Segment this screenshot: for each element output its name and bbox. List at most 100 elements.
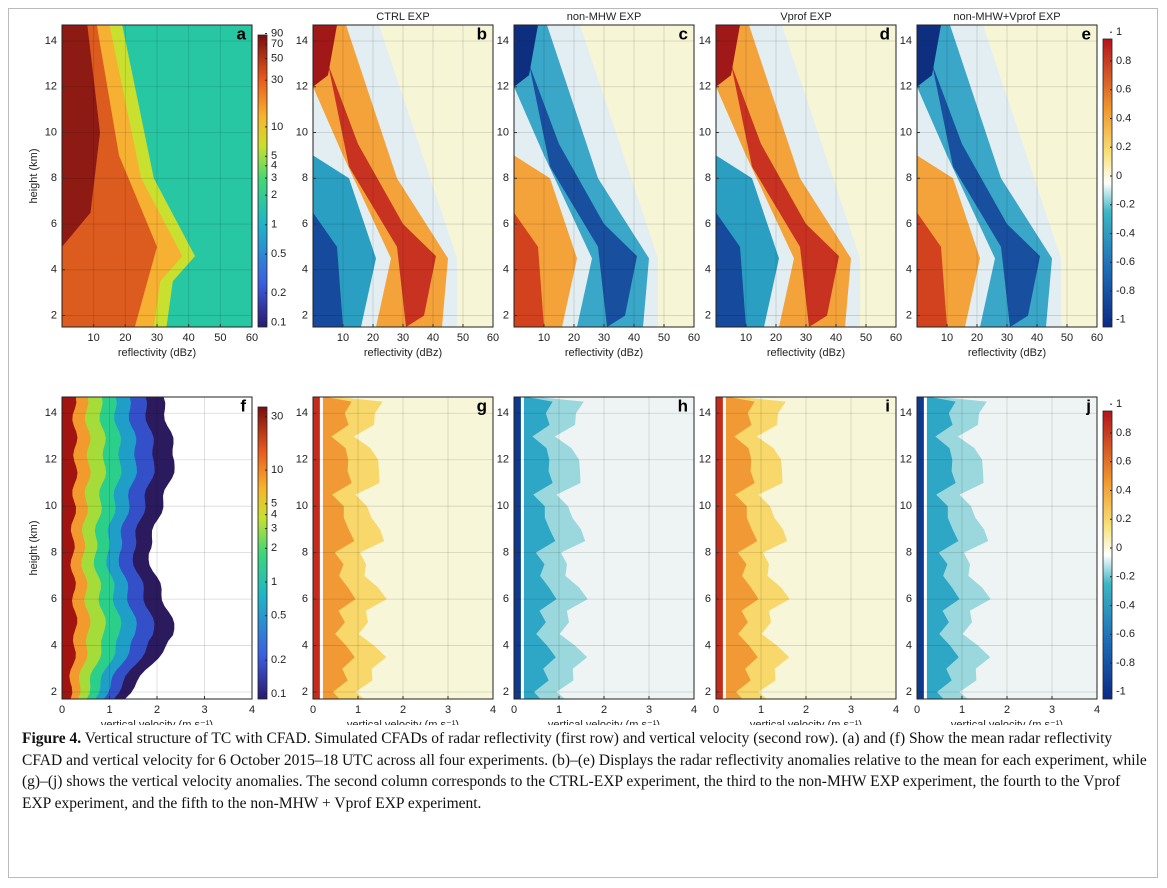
y-tick-label: 2 <box>302 309 308 321</box>
colorbar-tick-label: 0.1 <box>271 688 286 700</box>
colorbar-tick-label: 5 <box>271 150 277 162</box>
colorbar-tick-label: 3 <box>271 172 277 184</box>
y-tick-label: 6 <box>705 218 711 230</box>
x-axis-label: vertical velocity (m s⁻¹) <box>101 719 213 725</box>
colorbar-tick-label: 0.5 <box>271 610 286 622</box>
x-tick-label: 40 <box>183 332 195 344</box>
y-tick-label: 8 <box>503 172 509 184</box>
y-tick-label: 8 <box>705 547 711 559</box>
y-tick-label: 14 <box>45 35 57 47</box>
panel-title: non-MHW+Vprof EXP <box>953 11 1060 23</box>
panel-field <box>917 397 1097 699</box>
colorbar-tick-label: 10 <box>271 464 283 476</box>
colorbar-tick-label: -0.2 <box>1116 571 1135 583</box>
x-tick-label: 50 <box>457 332 469 344</box>
y-tick-label: 4 <box>503 639 509 651</box>
y-tick-label: 14 <box>699 407 711 419</box>
panel-label: c <box>679 24 688 43</box>
y-tick-label: 14 <box>296 407 308 419</box>
field-contour <box>313 25 337 87</box>
y-tick-label: 2 <box>503 309 509 321</box>
colorbar-tick-label: 0 <box>1116 170 1122 182</box>
y-tick-label: 8 <box>51 172 57 184</box>
x-tick-label: 50 <box>860 332 872 344</box>
x-tick-label: 2 <box>601 704 607 716</box>
panel-field <box>313 25 493 327</box>
y-tick-label: 12 <box>296 81 308 93</box>
colorbar <box>1102 410 1113 700</box>
y-tick-label: 2 <box>51 309 57 321</box>
field-contour <box>313 397 356 699</box>
colorbar-tick-label: -0.6 <box>1116 628 1135 640</box>
x-tick-label: 4 <box>893 704 899 716</box>
axes-box <box>61 396 253 700</box>
y-tick-label: 4 <box>705 264 711 276</box>
x-tick-label: 1 <box>355 704 361 716</box>
panel-label: f <box>240 396 246 415</box>
x-tick-label: 20 <box>971 332 983 344</box>
y-tick-label: 14 <box>900 35 912 47</box>
field-contour <box>917 25 941 87</box>
y-tick-label: 6 <box>503 593 509 605</box>
axes-box <box>916 396 1098 700</box>
x-axis-label: vertical velocity (m s⁻¹) <box>750 719 862 725</box>
colorbar-tick-label: -0.8 <box>1116 657 1135 669</box>
colorbar <box>257 406 268 700</box>
y-tick-label: 12 <box>45 81 57 93</box>
x-tick-label: 40 <box>1031 332 1043 344</box>
panel-label: b <box>477 24 487 43</box>
field-contour <box>514 212 544 327</box>
x-tick-label: 40 <box>628 332 640 344</box>
x-tick-label: 4 <box>249 704 255 716</box>
x-tick-label: 0 <box>310 704 316 716</box>
figure-caption: Figure 4. Vertical structure of TC with … <box>22 728 1147 814</box>
colorbar-tick-label: -1 <box>1116 686 1126 698</box>
field-contour <box>722 397 726 699</box>
x-axis-label: vertical velocity (m s⁻¹) <box>548 719 660 725</box>
y-tick-label: 2 <box>503 686 509 698</box>
colorbar-tick-label: 90 <box>271 27 283 39</box>
x-tick-label: 0 <box>713 704 719 716</box>
x-tick-label: 20 <box>568 332 580 344</box>
panel-label: g <box>477 396 487 415</box>
x-axis-label: vertical velocity (m s⁻¹) <box>347 719 459 725</box>
y-tick-label: 2 <box>51 686 57 698</box>
panel-title: non-MHW EXP <box>567 11 642 23</box>
panel-title: Vprof EXP <box>780 11 831 23</box>
field-contour <box>716 397 723 699</box>
x-tick-label: 3 <box>848 704 854 716</box>
y-tick-label: 10 <box>497 126 509 138</box>
x-tick-label: 3 <box>201 704 207 716</box>
y-tick-label: 2 <box>705 309 711 321</box>
panel-label: d <box>880 24 890 43</box>
y-tick-label: 10 <box>296 126 308 138</box>
y-tick-label: 10 <box>296 500 308 512</box>
x-tick-label: 30 <box>397 332 409 344</box>
y-tick-label: 14 <box>497 407 509 419</box>
colorbar-tick-label: 1 <box>1116 398 1122 410</box>
y-tick-label: 10 <box>900 126 912 138</box>
panel-field <box>62 397 252 699</box>
caption-label: Figure 4. <box>22 730 82 747</box>
y-tick-label: 4 <box>906 264 912 276</box>
field-contour <box>529 63 637 327</box>
colorbar-tick-label: 0.8 <box>1116 427 1131 439</box>
axes-box <box>61 24 253 328</box>
x-tick-label: 30 <box>598 332 610 344</box>
colorbar-tick-label: 2 <box>271 542 277 554</box>
y-tick-label: 12 <box>45 454 57 466</box>
x-tick-label: 20 <box>770 332 782 344</box>
field-contour <box>917 212 947 327</box>
field-contour <box>716 25 740 87</box>
y-tick-label: 2 <box>906 309 912 321</box>
x-tick-label: 4 <box>490 704 496 716</box>
y-tick-label: 10 <box>45 126 57 138</box>
panel-field <box>716 25 896 327</box>
field-contour <box>328 63 436 327</box>
y-tick-label: 6 <box>503 218 509 230</box>
x-tick-label: 60 <box>890 332 902 344</box>
x-axis-label: reflectivity (dBz) <box>565 347 643 359</box>
field-contour <box>932 63 1040 327</box>
colorbar-tick-label: -1 <box>1116 314 1126 326</box>
